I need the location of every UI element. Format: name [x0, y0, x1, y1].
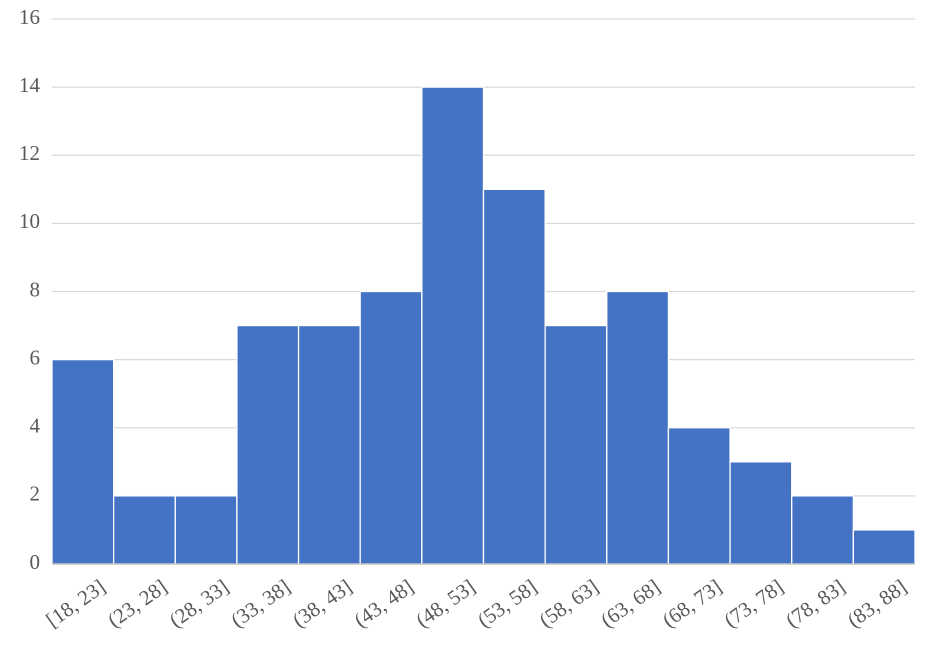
bar — [852, 529, 916, 565]
bar — [421, 86, 485, 565]
x-tick-label: (68, 73] — [658, 574, 726, 632]
x-tick-label: (48, 53] — [411, 574, 479, 632]
x-tick-label: [18, 23] — [41, 574, 109, 632]
x-tick-label: (78, 83] — [781, 574, 849, 632]
y-tick-label: 8 — [30, 277, 41, 301]
x-tick-label: (73, 78] — [720, 574, 788, 632]
bar — [236, 324, 300, 565]
y-tick-label: 16 — [19, 5, 40, 29]
bar — [174, 495, 238, 565]
x-tick-label: (38, 43] — [288, 574, 356, 632]
y-tick-label: 4 — [30, 414, 41, 438]
bar — [297, 324, 361, 565]
x-tick-label: (83, 88] — [843, 574, 911, 632]
bar — [606, 290, 670, 565]
y-tick-label: 14 — [19, 73, 41, 97]
y-tick-label: 10 — [19, 209, 40, 233]
bar — [729, 461, 793, 565]
x-tick-label: (58, 63] — [535, 574, 603, 632]
x-tick-label: (23, 28] — [103, 574, 171, 632]
bar — [544, 324, 608, 565]
y-tick-label: 0 — [30, 550, 41, 574]
x-tick-label: (53, 58] — [473, 574, 541, 632]
bar — [359, 290, 423, 565]
bar — [112, 495, 176, 565]
bar — [482, 188, 546, 565]
x-tick-label: (63, 68] — [596, 574, 664, 632]
bar — [667, 427, 731, 565]
x-tick-label: (28, 33] — [165, 574, 233, 632]
bar — [51, 358, 115, 565]
y-tick-label: 6 — [30, 345, 41, 369]
x-tick-label: (33, 38] — [226, 574, 294, 632]
y-tick-label: 12 — [19, 141, 40, 165]
x-tick-label: (43, 48] — [350, 574, 418, 632]
y-tick-label: 2 — [30, 482, 41, 506]
bar — [791, 495, 855, 565]
